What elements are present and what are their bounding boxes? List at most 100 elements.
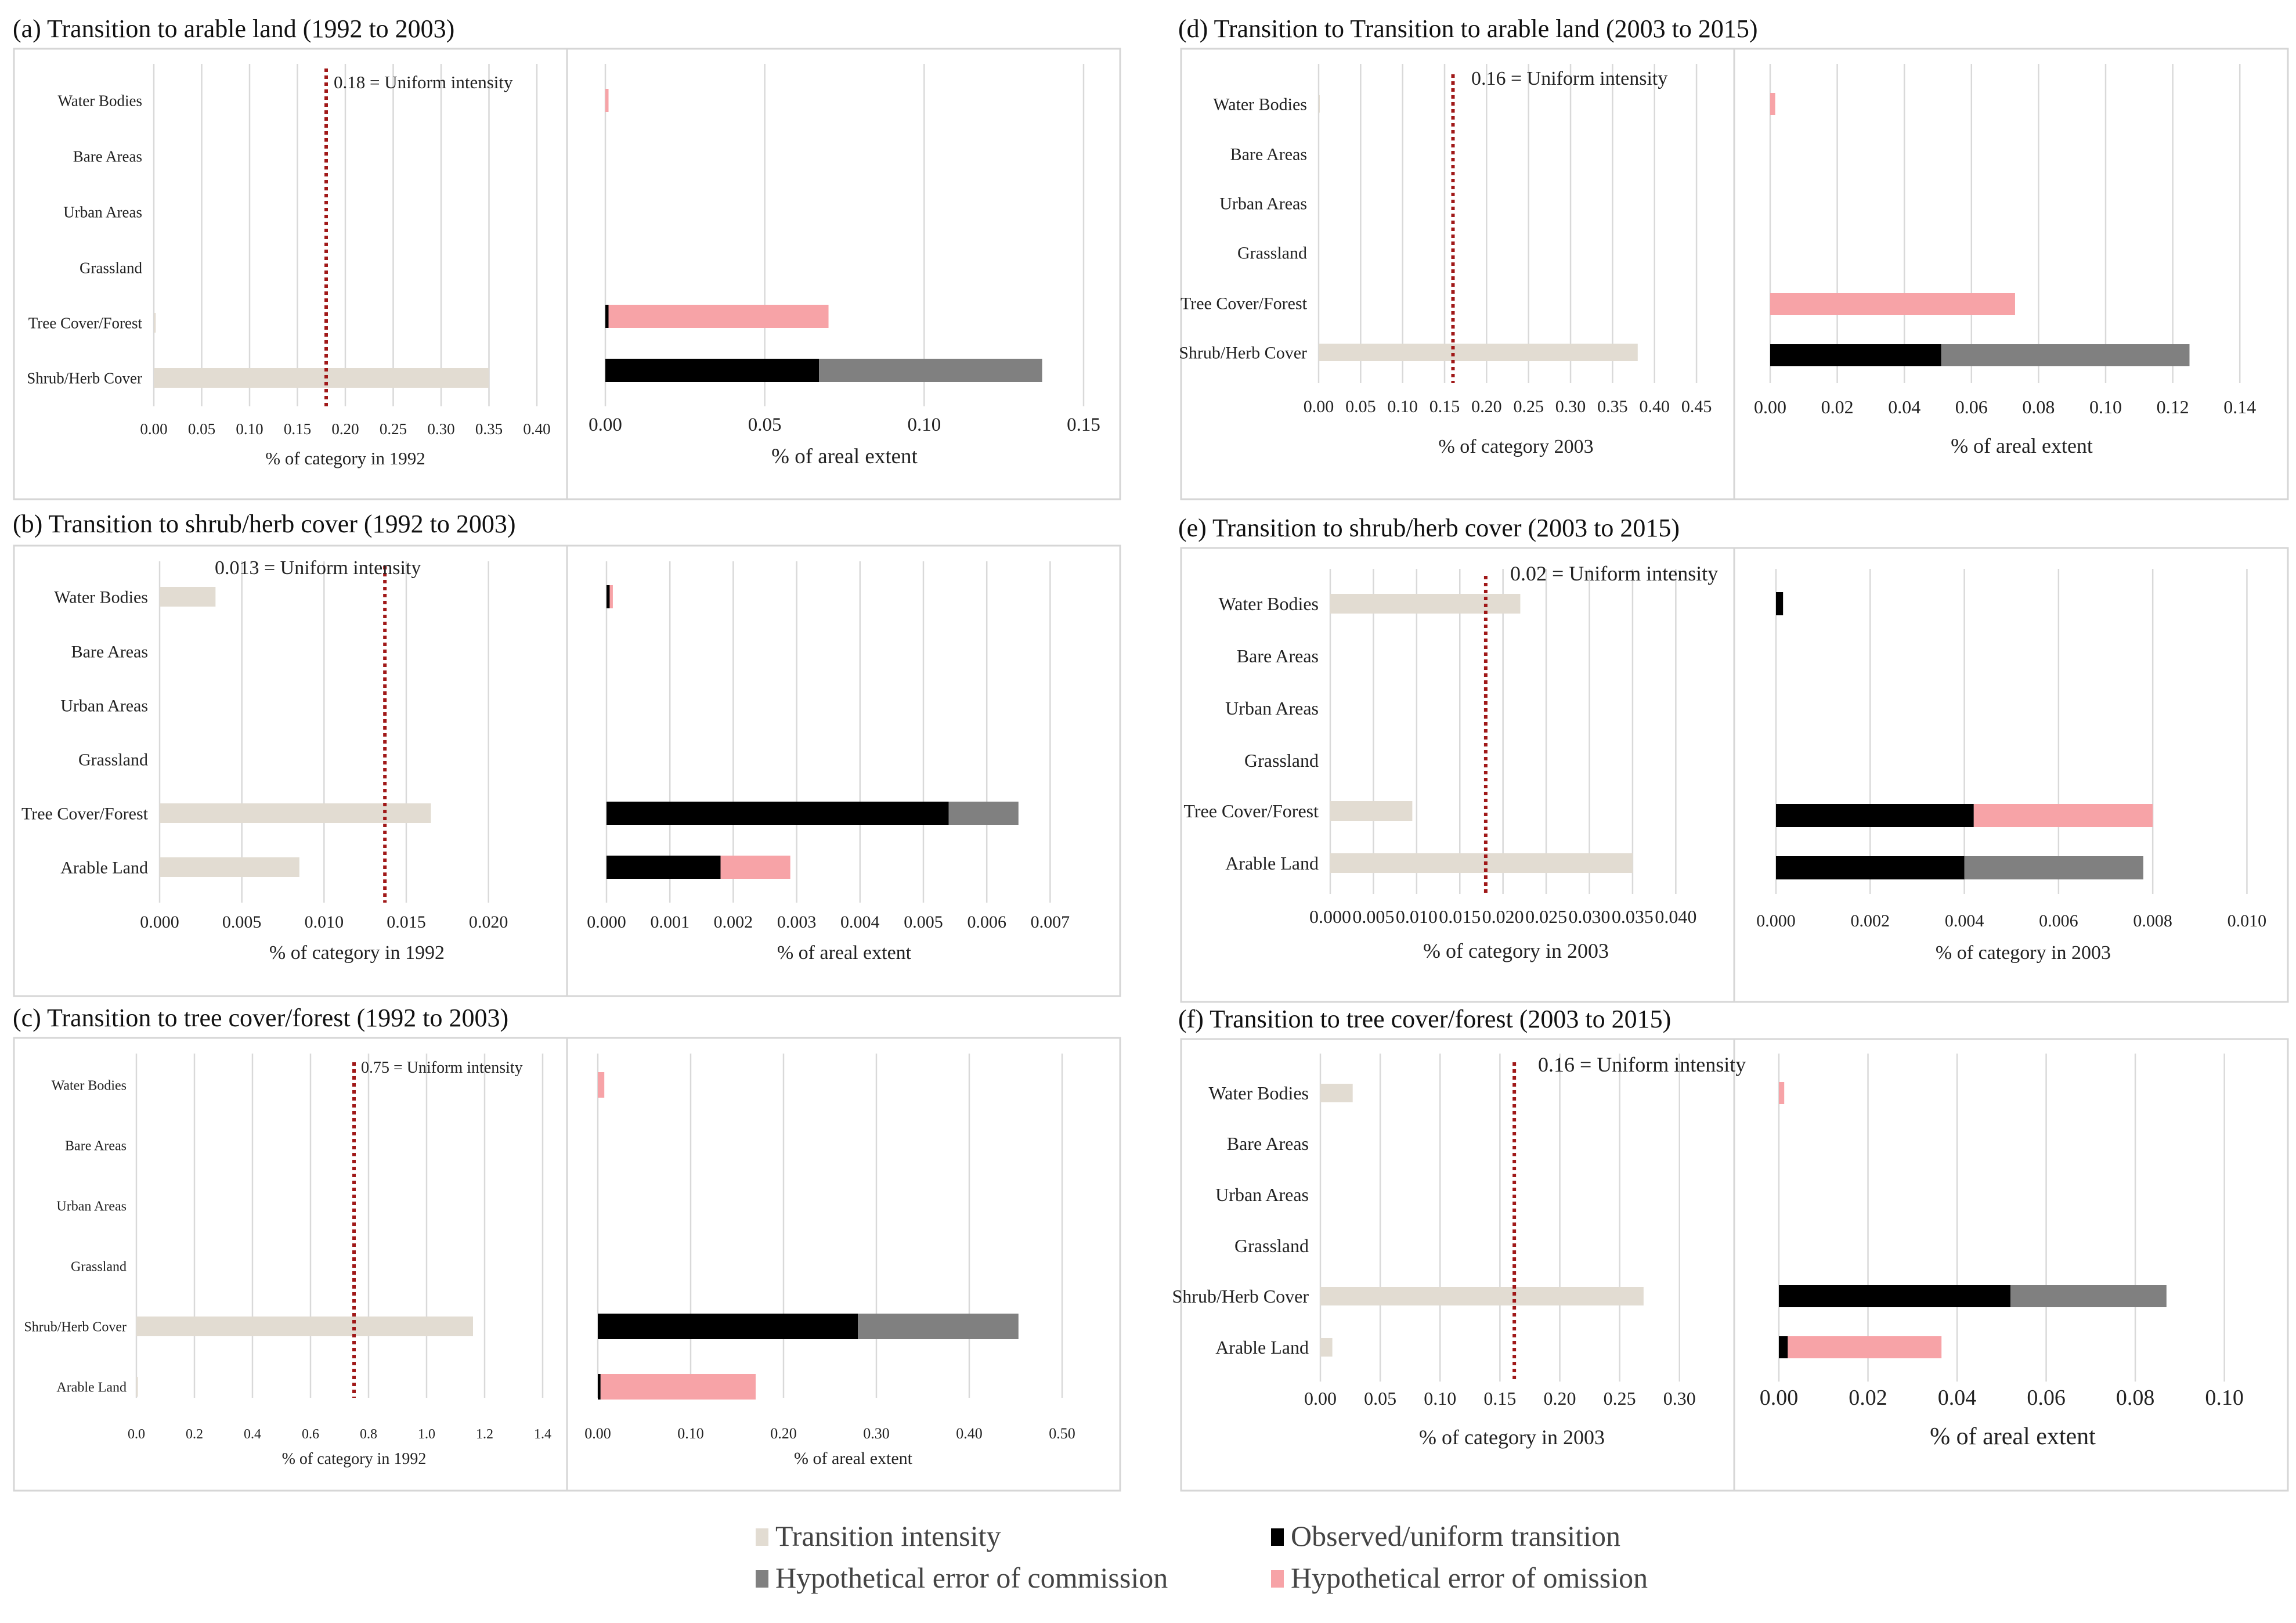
x-tick-label: 0.05 bbox=[1364, 1388, 1396, 1409]
panel-e: (e) Transition to shrub/herb cover (2003… bbox=[1178, 514, 2289, 1003]
x-tick-label: 0.004 bbox=[1945, 911, 1984, 930]
omission-bar bbox=[720, 856, 790, 879]
x-tick-label: 0.40 bbox=[956, 1425, 983, 1442]
x-tick-label: 0.30 bbox=[427, 420, 454, 438]
x-tick-label: 0.30 bbox=[1555, 397, 1586, 416]
x-tick-label: 1.0 bbox=[418, 1427, 435, 1442]
x-axis-title: % of areal extent bbox=[771, 445, 918, 468]
x-tick-label: 0.25 bbox=[1604, 1388, 1636, 1409]
x-tick-label: 0.030 bbox=[1569, 906, 1611, 927]
panel-title: (d) Transition to Transition to arable l… bbox=[1178, 15, 1758, 43]
intensity-bar bbox=[160, 857, 299, 877]
category-label: Water Bodies bbox=[1219, 593, 1319, 614]
category-label: Grassland bbox=[1234, 1235, 1309, 1256]
observed-bar bbox=[605, 305, 609, 328]
legend-swatch bbox=[756, 1528, 768, 1546]
x-tick-label: 0.8 bbox=[360, 1427, 377, 1442]
omission-bar bbox=[1770, 293, 2015, 315]
category-label: Shrub/Herb Cover bbox=[1172, 1286, 1309, 1307]
x-tick-label: 0.00 bbox=[584, 1425, 611, 1442]
x-axis-title: % of category in 2003 bbox=[1423, 939, 1609, 962]
x-tick-label: 0.10 bbox=[2205, 1386, 2244, 1410]
category-label: Arable Land bbox=[56, 1380, 127, 1395]
x-tick-label: 0.006 bbox=[2039, 911, 2078, 930]
intensity-chart: 0.000 0.005 0.010 0.015 0.020 Water Bodies Bar… bbox=[21, 557, 508, 964]
observed-bar bbox=[1770, 344, 1941, 366]
uniform-intensity-label: 0.02 = Uniform intensity bbox=[1510, 562, 1718, 585]
x-tick-label: 0.007 bbox=[1031, 913, 1070, 932]
legend-item-commission: Hypothetical error of commission bbox=[756, 1561, 1168, 1594]
commission-bar bbox=[2010, 1285, 2167, 1307]
x-tick-label: 0.0 bbox=[128, 1427, 145, 1442]
uniform-intensity-label: 0.013 = Uniform intensity bbox=[215, 557, 421, 579]
x-tick-label: 0.005 bbox=[904, 913, 943, 932]
x-tick-label: 0.00 bbox=[1304, 397, 1334, 416]
intensity-bar bbox=[160, 803, 431, 823]
omission-bar bbox=[600, 1374, 756, 1400]
intensity-bar bbox=[160, 587, 216, 607]
x-tick-label: 0.20 bbox=[1544, 1388, 1576, 1409]
x-tick-label: 0.08 bbox=[2116, 1386, 2155, 1410]
category-label: Water Bodies bbox=[57, 92, 142, 109]
x-tick-label: 0.06 bbox=[2027, 1386, 2066, 1410]
x-tick-label: 0.20 bbox=[331, 420, 359, 438]
intensity-bar bbox=[1319, 344, 1638, 361]
observed-bar bbox=[1776, 856, 1965, 879]
x-tick-label: 0.010 bbox=[305, 913, 344, 932]
x-tick-label: 0.35 bbox=[475, 420, 503, 438]
category-label: Bare Areas bbox=[73, 147, 142, 165]
x-tick-label: 0.10 bbox=[236, 420, 263, 438]
category-label: Urban Areas bbox=[63, 203, 142, 221]
extent-chart: 0.00 0.02 0.04 0.06 0.08 0.10 0.12 0.14 % of are… bbox=[1754, 64, 2256, 457]
x-tick-label: 0.002 bbox=[1851, 911, 1890, 930]
x-tick-label: 0.035 bbox=[1612, 906, 1654, 927]
category-label: Urban Areas bbox=[1225, 698, 1319, 719]
category-label: Urban Areas bbox=[1215, 1184, 1309, 1205]
x-axis-title: % of areal extent bbox=[1930, 1423, 2096, 1450]
x-axis-title: % of category in 1992 bbox=[282, 1450, 427, 1468]
category-label: Shrub/Herb Cover bbox=[27, 369, 142, 387]
x-axis-title: % of areal extent bbox=[1951, 434, 2093, 457]
x-tick-label: 0.15 bbox=[284, 420, 311, 438]
intensity-bar bbox=[1320, 1084, 1353, 1102]
category-label: Tree Cover/Forest bbox=[21, 805, 149, 824]
omission-bar bbox=[1788, 1336, 1942, 1358]
intensity-bar bbox=[154, 368, 489, 388]
x-tick-label: 0.30 bbox=[1663, 1388, 1696, 1409]
category-label: Grassland bbox=[1237, 244, 1307, 263]
x-tick-label: 0.005 bbox=[1352, 906, 1394, 927]
x-tick-label: 0.00 bbox=[589, 414, 622, 435]
x-tick-label: 1.4 bbox=[534, 1427, 551, 1442]
panel-title: (c) Transition to tree cover/forest (199… bbox=[13, 1004, 508, 1032]
category-label: Bare Areas bbox=[1237, 645, 1319, 666]
panel-f: (f) Transition to tree cover/forest (200… bbox=[1172, 1005, 2289, 1492]
legend-label: Transition intensity bbox=[775, 1520, 1001, 1552]
category-label: Grassland bbox=[80, 259, 142, 276]
intensity-bar bbox=[154, 313, 156, 333]
intensity-bar bbox=[136, 1377, 138, 1397]
uniform-intensity-label: 0.75 = Uniform intensity bbox=[361, 1059, 523, 1077]
extent-chart: 0.00 0.10 0.20 0.30 0.40 0.50 % of areal exten… bbox=[584, 1054, 1075, 1468]
omission-bar bbox=[609, 585, 613, 608]
x-tick-label: 0.00 bbox=[1760, 1386, 1799, 1410]
observed-bar bbox=[607, 802, 949, 825]
category-label: Arable Land bbox=[1215, 1337, 1309, 1358]
category-label: Bare Areas bbox=[65, 1138, 127, 1153]
intensity-bar bbox=[1330, 594, 1521, 614]
legend-item-omission: Hypothetical error of omission bbox=[1271, 1561, 1648, 1594]
x-tick-label: 0.14 bbox=[2223, 396, 2256, 417]
commission-bar bbox=[948, 802, 1019, 825]
x-axis-title: % of category 2003 bbox=[1438, 436, 1593, 457]
x-tick-label: 0.010 bbox=[1396, 906, 1438, 927]
x-tick-label: 0.005 bbox=[222, 913, 262, 932]
x-tick-label: 0.10 bbox=[677, 1425, 704, 1442]
category-label: Water Bodies bbox=[54, 588, 148, 607]
x-tick-label: 0.004 bbox=[840, 913, 880, 932]
legend-swatch bbox=[1271, 1528, 1284, 1546]
observed-bar bbox=[607, 585, 610, 608]
observed-bar bbox=[598, 1314, 858, 1339]
uniform-intensity-label: 0.18 = Uniform intensity bbox=[334, 72, 513, 92]
intensity-chart: 0.0 0.2 0.4 0.6 0.8 1.0 1.2 1.4 Water Bodies Bare… bbox=[24, 1054, 551, 1468]
x-tick-label: 0.40 bbox=[523, 420, 550, 438]
x-tick-label: 0.003 bbox=[777, 913, 817, 932]
